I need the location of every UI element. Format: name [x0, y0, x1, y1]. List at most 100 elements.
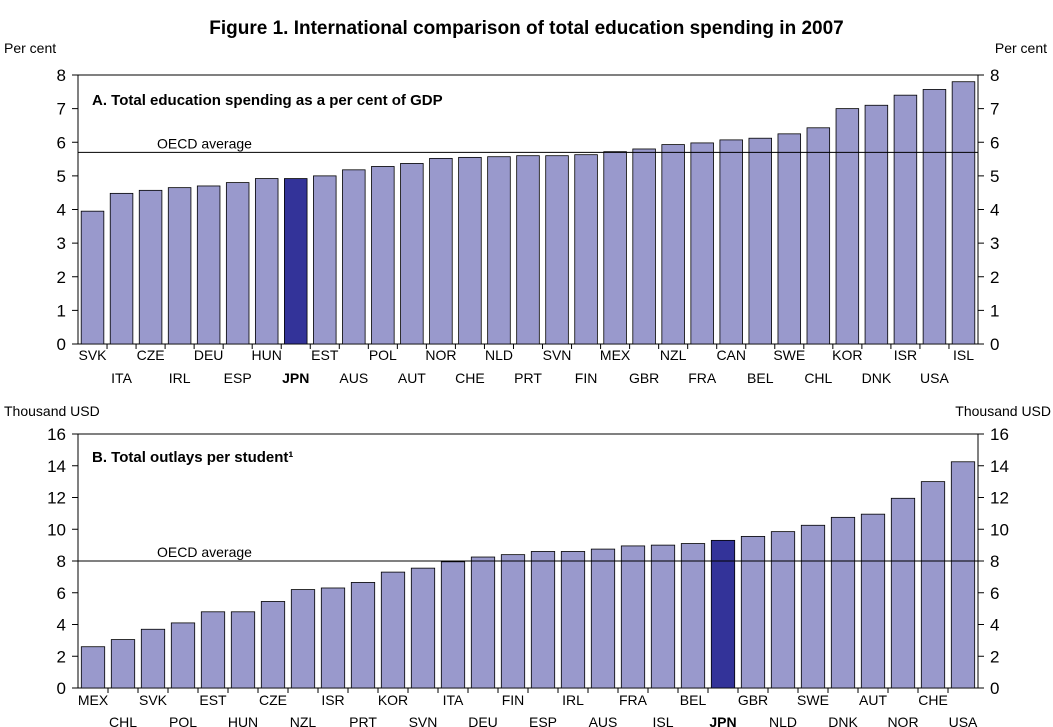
panel-a-category-label: SWE: [773, 347, 805, 363]
panel-b-category-label: DEU: [468, 714, 498, 727]
panel-b-bar-nzl: [290, 589, 316, 689]
panel-a-category-label: ISL: [953, 347, 974, 363]
panel-b-bar-isl: [650, 544, 676, 689]
panel-a-ytick-label-left: 8: [57, 66, 66, 85]
panel-a-bar-nor: [429, 157, 453, 345]
panel-b-category-label: SWE: [797, 692, 829, 708]
panel-a-bar-nzl: [661, 144, 685, 345]
panel-a-ytick-label-left: 4: [57, 201, 66, 220]
panel-a-category-label: JPN: [282, 370, 309, 386]
panel-b-category-label: PRT: [349, 714, 377, 727]
panel-a-bar-aut: [400, 163, 424, 345]
panel-b-category-label: ISR: [321, 692, 344, 708]
panel-b-category-label: GBR: [738, 692, 768, 708]
panel-b-category-label: ISL: [652, 714, 673, 727]
panel-b-bar-pol: [170, 622, 196, 689]
panel-b-bar-deu: [470, 556, 496, 689]
panel-b-category-label: ESP: [529, 714, 557, 727]
panel-a-ytick-label-right: 5: [990, 167, 999, 186]
panel-a-category-label: SVK: [79, 347, 108, 363]
panel-a-title: A. Total education spending as a per cen…: [92, 92, 443, 109]
panel-b-ytick-label-right: 6: [990, 584, 999, 603]
panel-b-bar-gbr: [740, 535, 766, 689]
panel-a-bar-dnk: [864, 104, 889, 345]
panel-a-bar-est: [313, 175, 337, 345]
panel-a-bar-swe: [777, 133, 802, 345]
panel-a-category-label: FRA: [688, 370, 717, 386]
panel-b-category-label: ITA: [443, 692, 464, 708]
panel-b-category-label: JPN: [709, 714, 736, 727]
panel-a-bar-ita: [109, 192, 134, 345]
panel-a-ytick-label-right: 6: [990, 133, 999, 152]
panel-a-bar-jpn: [284, 178, 308, 345]
panel-b-unit-right: Thousand USD: [955, 403, 1051, 419]
panel-b-category-label: USA: [949, 714, 978, 727]
panel-b-ytick-label-right: 12: [990, 489, 1009, 508]
panel-a-ytick-label-left: 3: [57, 234, 66, 253]
panel-a-category-label: AUT: [398, 370, 426, 386]
panel-b-ytick-label-left: 0: [57, 679, 66, 698]
panel-a-ytick-label-left: 7: [57, 100, 66, 119]
panel-b-bar-che: [920, 481, 946, 689]
panel-b-bar-fra: [620, 545, 646, 689]
panel-a-ytick-label-left: 2: [57, 268, 66, 287]
panel-a-category-label: FIN: [575, 370, 598, 386]
panel-b-unit-left: Thousand USD: [4, 403, 100, 419]
panel-b-category-label: IRL: [562, 692, 584, 708]
panel-b-category-label: CHL: [109, 714, 137, 727]
panel-b-ytick-label-right: 16: [990, 425, 1009, 444]
panel-a-category-label: ISR: [894, 347, 917, 363]
panel-a-category-label: KOR: [832, 347, 862, 363]
panel-b-bar-swe: [800, 524, 826, 689]
panel-a-ytick-label-right: 4: [990, 201, 999, 220]
panel-b-category-label: NOR: [887, 714, 918, 727]
panel-a-bar-deu: [196, 185, 221, 345]
panel-a-bar-pol: [371, 166, 395, 345]
panel-a-bar-gbr: [632, 148, 656, 345]
panel-b-category-label: HUN: [228, 714, 258, 727]
panel-a-bar-prt: [516, 155, 540, 345]
panel-a-category-label: BEL: [747, 370, 774, 386]
panel-a-category-label: GBR: [629, 370, 659, 386]
panel-b-category-label: SVK: [139, 692, 168, 708]
panel-b-bar-svn: [410, 567, 436, 689]
panel-b-title: B. Total outlays per student¹: [92, 449, 293, 466]
panel-b-bar-cze: [260, 601, 286, 689]
panel-b-bar-usa: [950, 461, 976, 689]
panel-a-bar-esp: [225, 182, 250, 345]
panel-a-category-label: MEX: [600, 347, 631, 363]
panel-b-bar-aus: [590, 548, 616, 689]
panel-a-category-label: CAN: [716, 347, 746, 363]
panel-b-bar-fin: [500, 554, 526, 689]
panel-b-bar-isr: [320, 587, 346, 689]
panel-b-bar-nld: [770, 531, 796, 689]
panel-a-category-label: IRL: [169, 370, 191, 386]
panel-b-average-label: OECD average: [157, 544, 252, 560]
panel-b-category-label: AUS: [589, 714, 618, 727]
panel-b-bar-svk: [140, 628, 166, 689]
panel-b-ytick-label-right: 0: [990, 679, 999, 698]
panel-b-ytick-label-left: 4: [57, 616, 66, 635]
panel-b-bar-bel: [680, 543, 706, 689]
panel-a-ytick-label-right: 3: [990, 234, 999, 253]
panel-b-bar-ita: [440, 561, 466, 689]
panel-a-category-label: HUN: [252, 347, 282, 363]
panel-b-bar-kor: [380, 571, 406, 689]
figure-title: Figure 1. International comparison of to…: [209, 18, 844, 39]
panel-a-ytick-label-left: 5: [57, 167, 66, 186]
panel-b-ytick-label-left: 8: [57, 552, 66, 571]
panel-b-category-label: POL: [169, 714, 197, 727]
panel-a-bar-svk: [80, 210, 105, 345]
panel-b-bar-prt: [350, 582, 376, 689]
panel-a-bar-bel: [748, 137, 772, 345]
panel-a-category-label: CZE: [137, 347, 165, 363]
panel-a-bar-fin: [574, 154, 598, 345]
panel-b-bar-hun: [230, 611, 256, 689]
panel-a-bar-che: [458, 156, 482, 345]
panel-b-ytick-label-right: 4: [990, 616, 999, 635]
panel-b-bar-est: [200, 611, 226, 689]
panel-a-category-label: DNK: [862, 370, 892, 386]
